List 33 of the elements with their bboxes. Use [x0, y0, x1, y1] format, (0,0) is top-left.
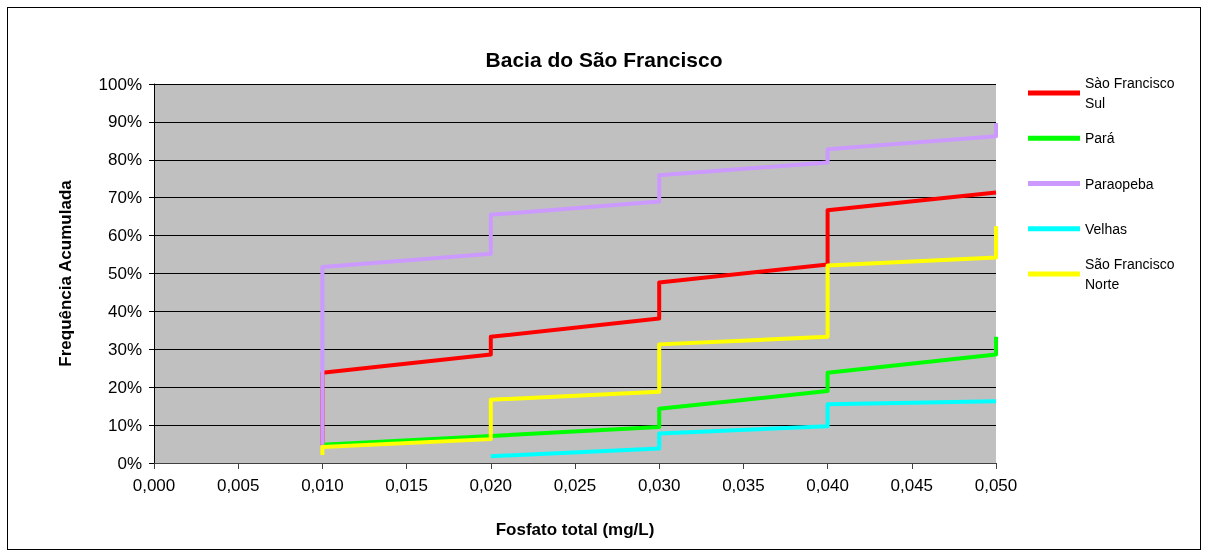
- legend-label: Velhas: [1085, 220, 1128, 237]
- line-series: [488, 399, 998, 459]
- x-tick-label: 0,040: [806, 476, 849, 495]
- x-tick-label: 0,035: [722, 476, 765, 495]
- y-tick-label: 80%: [107, 150, 142, 170]
- x-tick-label: 0,045: [890, 476, 934, 495]
- x-tick-label: 0,025: [553, 476, 597, 495]
- chart-title: Bacia do São Francisco: [485, 48, 723, 71]
- legend-label: São Francisco Norte: [1085, 256, 1179, 292]
- line-series: [320, 121, 998, 447]
- y-tick-label: 0%: [117, 453, 142, 473]
- y-tick-label: 10%: [107, 415, 142, 435]
- x-tick-label: 0,050: [974, 476, 1018, 495]
- legend-label: Pará: [1085, 130, 1115, 147]
- y-tick-label: 20%: [107, 377, 142, 397]
- y-axis-title: Frequência Acumulada: [56, 179, 75, 367]
- x-axis-title: Fosfato total (mg/L): [495, 520, 655, 539]
- line-series: [320, 224, 998, 458]
- y-tick-label: 30%: [107, 339, 142, 359]
- x-tick-label: 0,005: [216, 476, 260, 495]
- legend-label: Paraopeba: [1085, 175, 1154, 192]
- y-tick-label: 40%: [107, 301, 142, 321]
- y-tick-label: 70%: [107, 188, 142, 208]
- y-tick-label: 90%: [107, 112, 142, 132]
- x-tick-label: 0,015: [385, 476, 428, 495]
- x-tick-label: 0,020: [469, 476, 513, 495]
- x-tick-label: 0,030: [637, 476, 681, 495]
- y-tick-label: 60%: [107, 226, 142, 246]
- y-tick-label: 100%: [98, 74, 142, 94]
- x-tick-label: 0,000: [132, 476, 176, 495]
- legend-label: Sào Francisco Sul: [1085, 75, 1179, 111]
- y-tick-label: 50%: [107, 264, 142, 283]
- x-tick-label: 0,010: [301, 476, 344, 495]
